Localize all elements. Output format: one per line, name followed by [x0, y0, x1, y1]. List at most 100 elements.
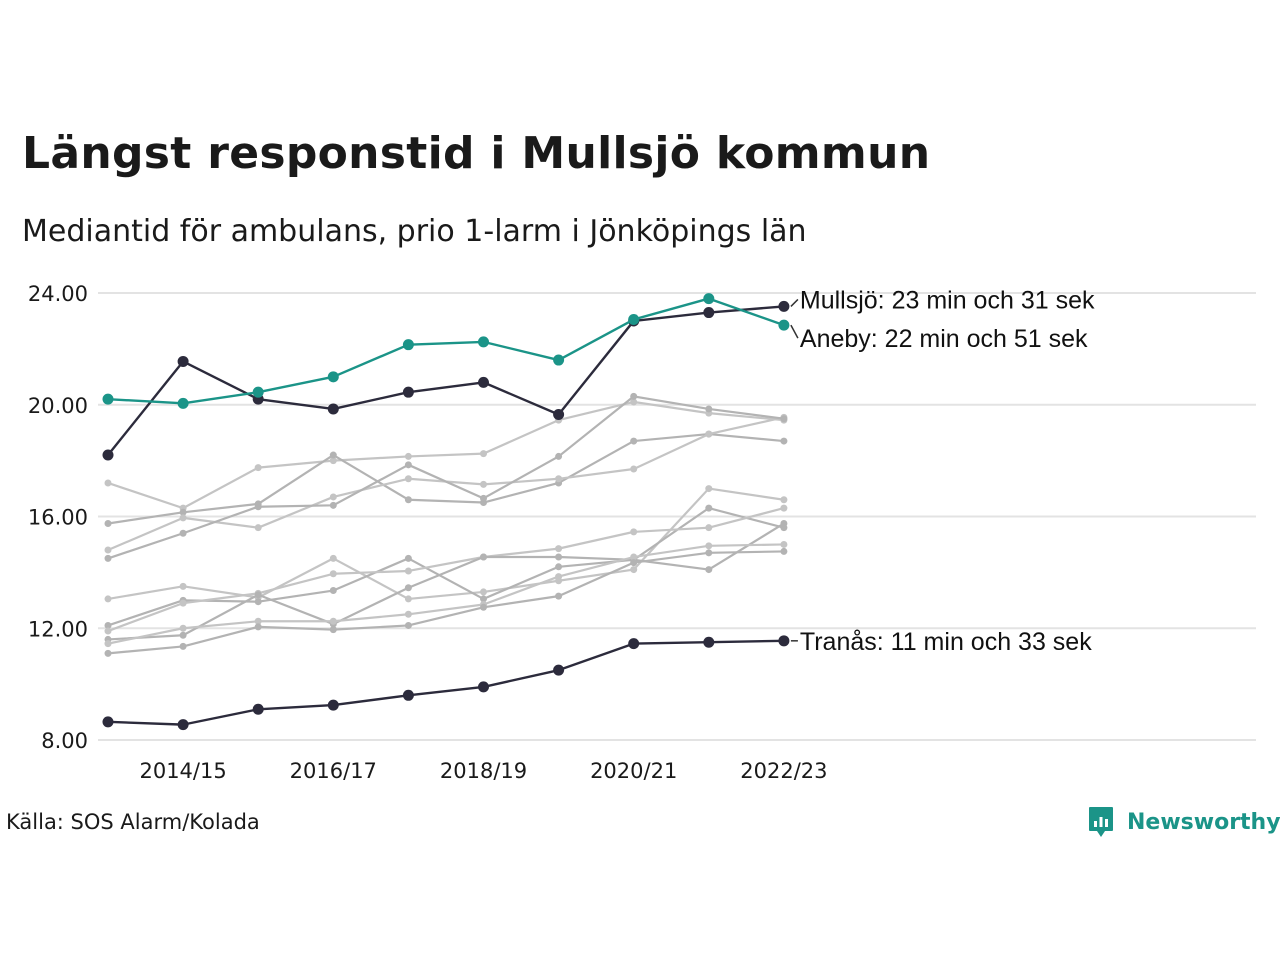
chart-title: Längst responstid i Mullsjö kommun — [22, 128, 931, 179]
data-point — [179, 529, 187, 537]
data-point — [329, 457, 337, 465]
source-note: Källa: SOS Alarm/Kolada — [6, 810, 260, 834]
data-point — [630, 566, 638, 574]
data-point — [555, 475, 563, 483]
data-point — [480, 588, 487, 596]
series-line — [107, 507, 785, 627]
data-point — [555, 563, 563, 571]
x-tick-label: 2014/15 — [139, 759, 226, 783]
context-series-line — [104, 485, 788, 603]
data-point — [179, 514, 187, 522]
annotation-leader — [790, 298, 799, 307]
data-point — [628, 314, 640, 326]
annotation-tranås: Tranås: 11 min och 33 sek — [800, 628, 1092, 656]
data-point — [778, 319, 790, 331]
x-axis-labels: 2014/15 2016/17 2018/19 2020/21 2022/23 — [139, 759, 827, 783]
data-point — [177, 397, 189, 409]
data-point — [480, 553, 487, 561]
data-point — [780, 437, 788, 445]
data-point — [254, 617, 262, 625]
data-point — [104, 640, 112, 648]
data-point — [780, 519, 788, 527]
context-series-line — [104, 413, 788, 554]
data-point — [478, 336, 489, 348]
data-point — [404, 621, 412, 629]
data-point — [404, 567, 412, 575]
y-tick-label: 20.00 — [28, 394, 88, 418]
data-point — [104, 621, 112, 629]
data-point — [327, 403, 339, 415]
data-point — [780, 504, 788, 512]
data-point — [104, 595, 112, 603]
series-line — [107, 543, 784, 645]
data-point — [102, 716, 114, 728]
data-point — [630, 398, 638, 406]
data-point — [327, 371, 339, 383]
data-point — [555, 592, 563, 600]
data-point — [705, 549, 713, 557]
y-tick-label: 16.00 — [28, 506, 88, 530]
context-series-line — [104, 519, 788, 643]
context-series-line — [104, 547, 788, 657]
series-line — [107, 639, 784, 726]
series-line — [107, 550, 784, 655]
data-point — [555, 573, 563, 581]
data-point — [404, 584, 412, 592]
series-line — [107, 432, 785, 525]
data-point — [179, 624, 187, 632]
data-point — [780, 540, 788, 548]
data-point — [703, 636, 715, 648]
series-line — [107, 400, 785, 510]
data-point — [480, 450, 487, 458]
data-point — [630, 553, 638, 561]
data-point — [102, 393, 114, 405]
data-point — [705, 430, 713, 438]
data-point — [703, 293, 715, 305]
data-point — [329, 554, 337, 562]
data-point — [404, 475, 412, 483]
series-line — [107, 305, 784, 456]
data-point — [630, 465, 638, 473]
x-tick-label: 2022/23 — [740, 759, 827, 783]
data-point — [402, 689, 414, 701]
data-point — [179, 631, 187, 639]
data-point — [553, 409, 565, 421]
data-point — [778, 300, 790, 312]
data-point — [402, 386, 414, 398]
data-point — [630, 559, 638, 567]
series-line — [107, 507, 785, 633]
series-line — [107, 395, 785, 560]
data-point — [179, 599, 187, 607]
data-point — [252, 703, 264, 715]
y-tick-label: 24.00 — [28, 282, 88, 306]
newsworthy-logo[interactable]: Newsworthy — [1088, 804, 1280, 840]
data-point — [553, 664, 565, 676]
data-point — [630, 437, 638, 445]
data-point — [179, 642, 187, 650]
y-tick-label: 8.00 — [41, 729, 88, 753]
data-point — [179, 582, 187, 590]
data-point — [254, 524, 262, 532]
context-series-line — [104, 398, 788, 512]
x-tick-label: 2018/19 — [440, 759, 527, 783]
data-point — [705, 542, 713, 550]
annotation-leader — [790, 324, 799, 339]
data-point — [478, 376, 489, 388]
data-point — [628, 638, 640, 650]
data-point — [329, 501, 337, 509]
data-point — [254, 591, 262, 599]
y-axis-labels: 8.00 12.00 16.00 20.00 24.00 — [28, 282, 88, 753]
data-point — [630, 528, 638, 536]
data-point — [555, 545, 563, 553]
data-point — [555, 553, 563, 561]
newsworthy-logo-icon — [1089, 807, 1113, 837]
data-point — [104, 479, 112, 487]
data-point — [327, 699, 339, 711]
data-point — [179, 508, 187, 516]
data-point — [480, 595, 487, 603]
data-point — [104, 554, 112, 562]
data-point — [402, 339, 414, 351]
x-tick-label: 2016/17 — [290, 759, 377, 783]
data-point — [404, 595, 412, 603]
